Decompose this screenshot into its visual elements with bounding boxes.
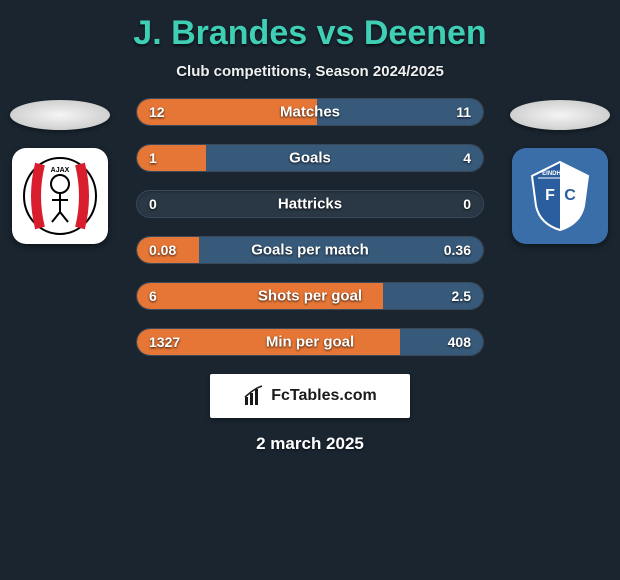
stat-row: 0 0 Hattricks <box>136 190 484 218</box>
fctables-logo-icon <box>243 385 265 407</box>
stat-value-left: 1 <box>149 150 157 166</box>
stat-value-right: 408 <box>448 334 471 350</box>
stat-fill-left <box>137 145 206 171</box>
comparison-title: J. Brandes vs Deenen <box>0 0 620 53</box>
stat-value-right: 11 <box>456 104 471 120</box>
svg-text:F: F <box>545 187 555 204</box>
ajax-logo-icon: AJAX <box>20 156 100 236</box>
stat-row: 1 4 Goals <box>136 144 484 172</box>
comparison-subtitle: Club competitions, Season 2024/2025 <box>0 63 620 80</box>
right-team-panel: EINDHOVEN F C <box>500 98 620 244</box>
stat-label: Matches <box>280 104 340 121</box>
eindhoven-logo-icon: EINDHOVEN F C <box>520 156 600 236</box>
stat-label: Goals <box>289 150 331 167</box>
left-team-badge: AJAX <box>12 148 108 244</box>
stat-value-left: 6 <box>149 288 157 304</box>
stat-row: 12 11 Matches <box>136 98 484 126</box>
svg-text:EINDHOVEN: EINDHOVEN <box>542 171 578 177</box>
attribution-badge: FcTables.com <box>210 374 410 418</box>
stat-fill-right <box>206 145 483 171</box>
comparison-bars: 12 11 Matches 1 4 Goals 0 0 Hattricks 0.08 0.36 Goa… <box>136 98 484 356</box>
stat-row: 0.08 0.36 Goals per match <box>136 236 484 264</box>
svg-text:C: C <box>564 187 576 204</box>
stat-label: Hattricks <box>278 196 342 213</box>
stat-label: Goals per match <box>251 242 369 259</box>
stat-row: 1327 408 Min per goal <box>136 328 484 356</box>
right-team-badge: EINDHOVEN F C <box>512 148 608 244</box>
stat-row: 6 2.5 Shots per goal <box>136 282 484 310</box>
comparison-main: AJAX EINDHOVEN F C 12 11 Matches 1 4 Goals 0 0 H… <box>0 98 620 356</box>
stat-value-right: 0 <box>463 196 471 212</box>
stat-label: Shots per goal <box>258 288 362 305</box>
stat-value-left: 12 <box>149 104 165 120</box>
svg-text:AJAX: AJAX <box>51 167 70 174</box>
left-ellipse-shadow <box>10 100 110 130</box>
stat-value-left: 0 <box>149 196 157 212</box>
stat-value-right: 2.5 <box>452 288 471 304</box>
stat-value-right: 0.36 <box>444 242 471 258</box>
attribution-text: FcTables.com <box>271 387 377 405</box>
stat-value-left: 0.08 <box>149 242 176 258</box>
right-ellipse-shadow <box>510 100 610 130</box>
stat-value-left: 1327 <box>149 334 180 350</box>
comparison-date: 2 march 2025 <box>0 434 620 454</box>
left-team-panel: AJAX <box>0 98 120 244</box>
stat-value-right: 4 <box>463 150 471 166</box>
stat-label: Min per goal <box>266 334 354 351</box>
